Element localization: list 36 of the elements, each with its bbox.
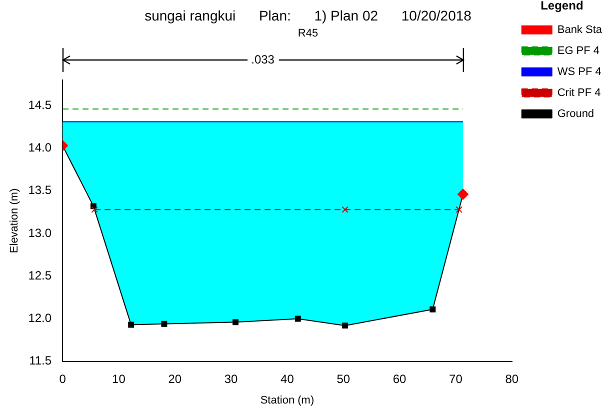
x-tick-label: 40: [280, 372, 294, 386]
y-tick-label: 12.0: [28, 311, 52, 326]
point: [232, 319, 239, 326]
point: [456, 206, 462, 213]
y-tick-label: 11.5: [29, 354, 52, 368]
legend-label: WS PF 4: [557, 66, 602, 78]
point: [430, 306, 436, 312]
x-tick-label: 0: [59, 372, 66, 386]
x-tick-label: 80: [505, 372, 519, 386]
point: [342, 206, 348, 213]
x-tick-label: 10: [112, 372, 126, 386]
legend-title: Legend: [540, 0, 584, 12]
y-tick-label: 13.0: [28, 226, 52, 240]
point: [91, 206, 98, 213]
x-tick-label: 70: [449, 372, 463, 386]
x-tick-label: 30: [224, 372, 238, 386]
chart-subtitle: R45: [298, 27, 318, 40]
y-tick-label: 12.5: [28, 268, 52, 282]
legend-label: Crit PF 4: [557, 86, 601, 99]
chart-title: sungai rangkui Plan: 1) Plan 02 10/20/2018: [144, 7, 472, 24]
y-tick-label: 13.5: [28, 183, 52, 198]
text: .033: [251, 52, 275, 66]
legend-label: EG PF 4: [557, 44, 600, 57]
point: [161, 320, 168, 327]
point: [294, 316, 301, 322]
x-tick-label: 60: [392, 372, 407, 386]
x-axis-title: Station (m): [260, 394, 314, 406]
point: [128, 322, 134, 328]
legend-label: Ground: [557, 108, 594, 120]
legend-label: Bank Sta: [557, 24, 603, 36]
x-tick-label: 50: [336, 372, 350, 386]
y-tick-label: 14.0: [28, 140, 52, 155]
y-axis-title: Elevation (m): [8, 188, 21, 254]
point: [342, 322, 348, 329]
x-tick-label: 20: [168, 372, 182, 386]
y-tick-label: 14.5: [28, 98, 52, 112]
